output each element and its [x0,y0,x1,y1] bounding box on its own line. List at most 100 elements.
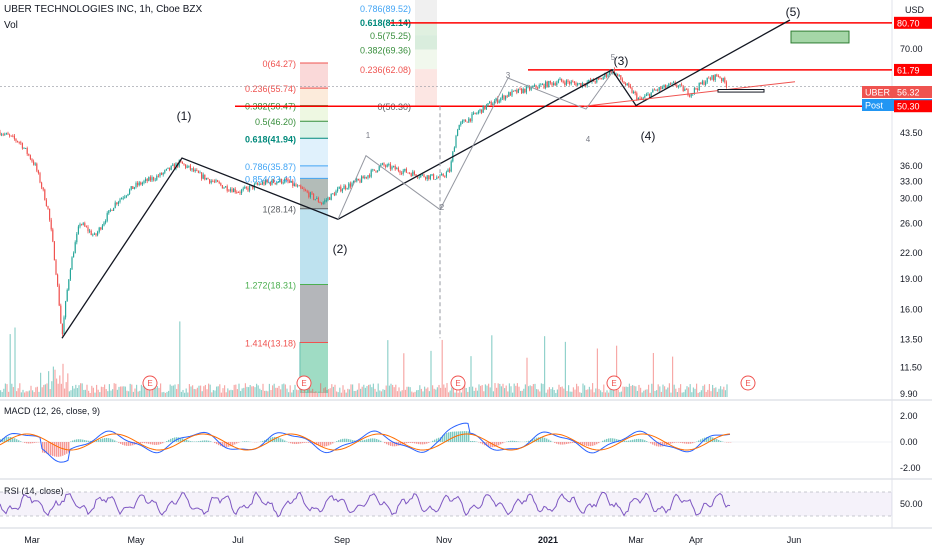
fib-level-label: 0(64.27) [262,59,296,69]
candle-body [476,113,478,115]
candle-body [588,79,590,83]
macd-histogram-bar [340,439,342,442]
volume-bar [305,392,307,397]
candle-body [53,241,55,261]
candle-body [589,79,591,82]
macd-histogram-bar [558,442,560,445]
candle-body [191,168,193,170]
macd-histogram-bar [638,438,640,442]
candle-body [663,84,665,88]
macd-histogram-bar [664,442,666,446]
macd-histogram-bar [702,438,704,442]
candle-body [709,78,711,80]
macd-histogram-bar [582,442,584,445]
macd-histogram-bar [222,442,224,447]
volume-bar [542,383,544,397]
wave-label-major: (3) [614,54,629,68]
macd-histogram-bar [318,442,320,446]
fib-level-label: 0.618(81.14) [360,18,411,28]
candle-body [247,187,249,191]
volume-bar [96,384,98,397]
candle-body [679,84,681,86]
macd-histogram-bar [10,437,12,442]
volume-bar [414,391,416,397]
macd-histogram-bar [300,442,302,444]
macd-histogram-bar [304,442,306,443]
candle-body [620,75,622,80]
candle-body [151,177,153,181]
volume-bar [675,388,677,397]
macd-histogram-bar [338,440,340,442]
candle-body [338,186,340,189]
candle-body [689,95,691,97]
volume-bar [672,356,674,397]
volume-bar [132,391,134,397]
candle-body [92,234,94,236]
volume-bar [115,383,117,397]
fib-band [300,62,328,89]
macd-histogram-bar [98,439,100,442]
fib-level-label: 0.618(41.94) [245,134,296,144]
macd-histogram-bar [474,441,476,442]
macd-histogram-bar [268,438,270,442]
macd-histogram-bar [450,431,452,442]
candle-body [549,81,551,83]
candle-body [497,98,499,103]
macd-histogram-bar [688,442,690,444]
volume-bar [579,392,581,397]
candle-body [396,168,398,170]
macd-histogram-bar [32,442,34,444]
candle-body [138,182,140,186]
candle-body [441,173,443,176]
candle-body [252,185,254,189]
macd-histogram-bar [152,442,154,445]
candle-body [337,188,339,192]
candle-body [97,231,99,236]
volume-bar [678,387,680,397]
candle-body [524,88,526,93]
candle-body [594,81,596,83]
candle-body [321,203,323,204]
minor-wave-path [337,69,615,220]
candle-body [257,183,259,185]
volume-bar [40,372,42,397]
volume-bar [555,392,557,397]
macd-histogram-bar [216,442,218,445]
volume-bar [182,389,184,397]
volume-bar [72,385,74,397]
volume-bar [587,389,589,397]
volume-bar [128,391,130,397]
macd-histogram-bar [374,438,376,442]
macd-histogram-bar [500,442,502,445]
macd-histogram-bar [422,442,424,445]
volume-bar [491,335,493,397]
volume-bar [131,384,133,397]
volume-bar [633,385,635,397]
volume-bar [308,385,310,397]
candle-body [407,172,409,174]
candle-body [356,178,358,182]
macd-axis-tick: 0.00 [900,437,918,447]
candle-body [722,77,724,81]
volume-bar [580,392,582,397]
macd-histogram-bar [238,442,240,443]
candle-body [540,84,542,86]
volume-bar [134,388,136,397]
volume-bar [235,384,237,397]
volume-bar [472,386,474,397]
macd-histogram-bar [372,438,374,442]
macd-histogram-bar [100,438,102,442]
macd-histogram-bar [324,442,326,447]
candle-body [527,86,529,88]
candle-body [381,163,383,165]
volume-bar [211,392,213,397]
macd-histogram-bar [42,442,44,453]
candle-body [369,175,371,177]
volume-bar [492,391,494,397]
volume-bar [19,383,21,397]
macd-histogram-bar [678,442,680,443]
macd-histogram-bar [424,442,426,445]
candle-body [236,192,238,193]
candle-body [293,184,295,186]
